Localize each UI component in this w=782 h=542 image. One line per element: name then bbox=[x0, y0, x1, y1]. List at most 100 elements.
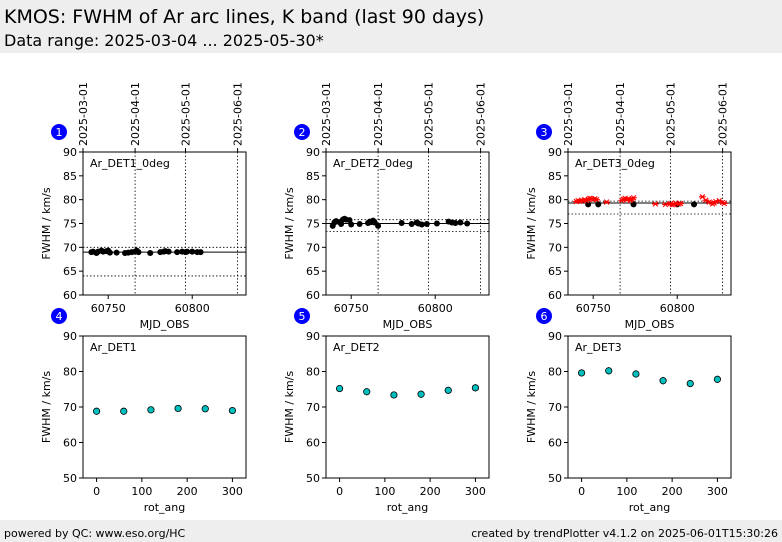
y-tick-label: 50 bbox=[306, 472, 320, 485]
date-tick-label: 2025-03-01 bbox=[320, 82, 333, 146]
y-tick-label: 65 bbox=[63, 265, 77, 278]
panel-label: Ar_DET3_0deg bbox=[575, 157, 655, 170]
data-point bbox=[184, 248, 191, 255]
y-tick-label: 80 bbox=[306, 194, 320, 207]
x-tick-label: 300 bbox=[465, 485, 486, 498]
x-axis-label: MJD_OBS bbox=[383, 318, 433, 331]
plot-frame bbox=[567, 335, 732, 479]
panel-label: Ar_DET1_0deg bbox=[90, 157, 170, 170]
y-tick-label: 60 bbox=[548, 437, 562, 450]
panel-badge-number: 4 bbox=[56, 310, 63, 323]
plot-frame bbox=[82, 335, 247, 479]
panel-badge bbox=[294, 308, 310, 324]
outlier-point bbox=[630, 194, 637, 201]
data-point bbox=[632, 370, 640, 378]
panel-badge-number: 2 bbox=[299, 126, 306, 139]
y-axis-label: FWHM / km/s bbox=[40, 371, 53, 443]
data-point bbox=[585, 201, 592, 208]
x-tick-label: 100 bbox=[131, 485, 152, 498]
x-tick-label: 100 bbox=[616, 485, 637, 498]
data-point bbox=[92, 407, 101, 415]
y-tick-label: 70 bbox=[63, 241, 77, 254]
data-point bbox=[686, 379, 694, 388]
data-point bbox=[408, 220, 415, 227]
data-point bbox=[147, 406, 155, 414]
x-tick-label: 60750 bbox=[334, 302, 369, 315]
x-axis-label: MJD_OBS bbox=[625, 318, 675, 331]
x-tick-label: 60800 bbox=[660, 302, 695, 315]
panel-badge bbox=[536, 124, 552, 140]
page-title: KMOS: FWHM of Ar arc lines, K band (last… bbox=[4, 6, 485, 28]
data-point bbox=[201, 405, 209, 413]
data-point bbox=[106, 249, 113, 256]
panel-label: Ar_DET2 bbox=[333, 341, 380, 354]
panel-badge-number: 1 bbox=[56, 126, 63, 139]
date-tick-label: 2025-05-01 bbox=[180, 82, 193, 146]
y-tick-label: 90 bbox=[63, 330, 77, 343]
data-point bbox=[605, 367, 613, 375]
data-point bbox=[577, 369, 586, 377]
y-tick-label: 75 bbox=[63, 218, 77, 231]
y-tick-label: 60 bbox=[63, 289, 77, 302]
outlier-point bbox=[662, 201, 669, 208]
date-tick-label: 2025-05-01 bbox=[665, 82, 678, 146]
data-point bbox=[418, 221, 425, 228]
y-axis-label: FWHM / km/s bbox=[525, 371, 538, 443]
date-tick-label: 2025-03-01 bbox=[77, 82, 90, 146]
plot-frame bbox=[82, 151, 247, 296]
chart-panel-4: 50 60 70 80 90 0 100 200 300 rot_ang FWHM / km/s Ar… bbox=[40, 308, 247, 514]
y-tick-label: 60 bbox=[306, 289, 320, 302]
date-tick-label: 2025-06-01 bbox=[717, 82, 730, 146]
y-tick-label: 65 bbox=[306, 265, 320, 278]
date-tick-label: 2025-06-01 bbox=[475, 82, 488, 146]
date-tick-label: 2025-05-01 bbox=[423, 82, 436, 146]
y-tick-label: 65 bbox=[548, 265, 562, 278]
x-tick-label: 0 bbox=[578, 485, 585, 498]
y-tick-label: 90 bbox=[548, 146, 562, 159]
footer-credit: powered by QC: www.eso.org/HC bbox=[4, 527, 186, 540]
data-point bbox=[595, 201, 602, 208]
footer-bar: powered by QC: www.eso.org/HC created by… bbox=[0, 520, 782, 542]
page-subtitle: Data range: 2025-03-04 ... 2025-05-30* bbox=[4, 31, 324, 50]
panel-label: Ar_DET3 bbox=[575, 341, 622, 354]
x-axis-label: rot_ang bbox=[387, 501, 429, 514]
y-tick-label: 70 bbox=[63, 401, 77, 414]
data-point bbox=[120, 407, 128, 415]
x-axis-label: MJD_OBS bbox=[140, 318, 190, 331]
y-axis-label: FWHM / km/s bbox=[40, 187, 53, 259]
x-tick-label: 300 bbox=[222, 485, 243, 498]
x-tick-label: 60800 bbox=[175, 302, 210, 315]
data-point bbox=[197, 249, 204, 256]
panel-badge bbox=[536, 308, 552, 324]
y-tick-label: 60 bbox=[306, 437, 320, 450]
data-point bbox=[135, 249, 142, 256]
data-point bbox=[390, 391, 398, 399]
panel-badge bbox=[51, 124, 67, 140]
date-tick-label: 2025-03-01 bbox=[562, 82, 575, 146]
x-tick-label: 60750 bbox=[91, 302, 126, 315]
data-point bbox=[189, 248, 196, 255]
x-tick-label: 60750 bbox=[576, 302, 611, 315]
data-point bbox=[452, 220, 459, 227]
x-tick-label: 0 bbox=[336, 485, 343, 498]
x-tick-label: 60800 bbox=[418, 302, 453, 315]
panel-badge-number: 5 bbox=[299, 310, 306, 323]
data-point bbox=[713, 375, 722, 383]
chart-panel-2: 60 65 70 75 80 85 90 60750 60800 MJD_OBS FWHM / km… bbox=[283, 82, 490, 331]
data-point bbox=[113, 249, 120, 256]
chart-panel-5: 50 60 70 80 90 0 100 200 300 rot_ang FWHM / km/s Ar… bbox=[283, 308, 490, 514]
data-point bbox=[691, 201, 698, 208]
data-point bbox=[165, 248, 172, 255]
y-tick-label: 90 bbox=[63, 146, 77, 159]
data-point bbox=[356, 220, 363, 227]
data-point bbox=[174, 404, 182, 413]
y-tick-label: 80 bbox=[548, 366, 562, 379]
data-point bbox=[423, 220, 430, 227]
y-tick-label: 60 bbox=[63, 437, 77, 450]
y-tick-label: 80 bbox=[306, 366, 320, 379]
data-point bbox=[417, 390, 425, 398]
x-tick-label: 0 bbox=[93, 485, 100, 498]
y-tick-label: 85 bbox=[306, 170, 320, 183]
footer-generator: created by trendPlotter v4.1.2 on 2025-0… bbox=[471, 527, 778, 540]
panel-label: Ar_DET2_0deg bbox=[333, 157, 413, 170]
